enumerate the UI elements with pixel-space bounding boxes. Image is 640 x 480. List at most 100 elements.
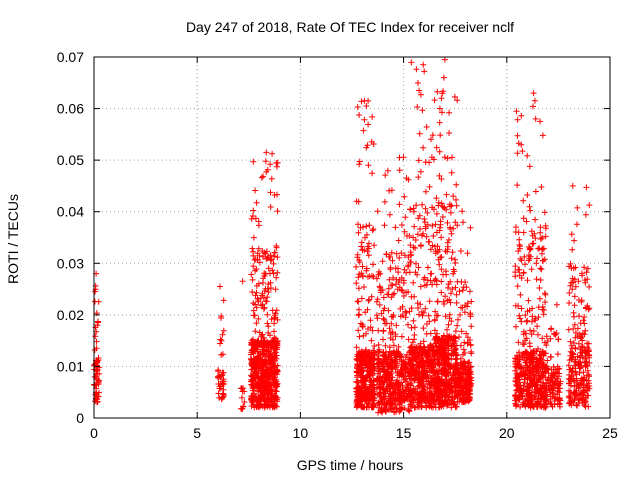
data-point (248, 271, 255, 278)
data-point (442, 248, 449, 255)
data-point (388, 313, 395, 320)
data-point (353, 378, 360, 385)
data-point (513, 387, 520, 394)
data-point (353, 263, 360, 270)
data-point (378, 377, 385, 383)
data-point (417, 168, 424, 175)
data-point (512, 229, 519, 235)
data-point (421, 216, 428, 222)
data-point (550, 385, 557, 392)
data-point (380, 328, 387, 335)
data-point (369, 227, 376, 234)
data-point (274, 368, 281, 375)
data-point (444, 335, 451, 342)
data-point (416, 391, 423, 398)
data-point (274, 269, 281, 276)
data-point (394, 348, 401, 355)
data-point (432, 308, 439, 315)
data-point (420, 309, 427, 316)
data-point (378, 407, 385, 414)
y-tick-label: 0.04 (57, 204, 84, 220)
data-point (410, 317, 417, 324)
data-point (530, 90, 537, 97)
data-point (356, 158, 363, 165)
data-point (402, 314, 409, 321)
data-point (453, 361, 460, 368)
data-point (396, 167, 403, 174)
data-point (386, 211, 393, 218)
data-point (248, 337, 255, 344)
data-point (572, 329, 579, 336)
data-point (93, 338, 100, 345)
data-point (360, 379, 366, 385)
data-point (258, 365, 265, 372)
data-point (395, 237, 402, 244)
grid (94, 57, 610, 418)
data-point (410, 279, 417, 286)
data-point (467, 341, 474, 348)
data-point (374, 208, 381, 215)
data-point (386, 325, 393, 332)
data-point (532, 393, 539, 400)
data-point (219, 331, 226, 338)
data-point (531, 317, 538, 324)
data-point (355, 298, 362, 305)
data-point (554, 391, 561, 398)
data-point (415, 157, 422, 164)
data-point (466, 288, 473, 295)
data-point (359, 390, 366, 397)
data-point (567, 282, 574, 289)
data-point (453, 299, 460, 306)
data-point (371, 388, 378, 395)
data-point (521, 379, 528, 386)
data-point (547, 396, 554, 402)
data-point (568, 368, 575, 375)
data-point (522, 372, 529, 379)
data-point (251, 358, 258, 365)
data-point (578, 344, 585, 351)
data-point (574, 333, 581, 340)
data-point (271, 253, 277, 260)
x-tick-label: 15 (396, 425, 412, 441)
data-point (365, 245, 372, 252)
data-point (259, 331, 266, 338)
data-point (92, 288, 98, 295)
data-point (530, 103, 536, 110)
data-point (400, 293, 407, 299)
data-point (446, 396, 453, 403)
data-point (446, 296, 453, 303)
data-point (256, 252, 263, 259)
data-point (379, 382, 386, 388)
data-point (523, 318, 530, 325)
data-point (250, 252, 257, 259)
data-point (422, 373, 429, 380)
data-point (369, 170, 376, 177)
data-point (514, 386, 521, 393)
data-point (367, 317, 374, 324)
data-point (421, 365, 428, 372)
data-point (413, 202, 420, 209)
data-point (455, 378, 462, 385)
data-point (370, 403, 376, 410)
data-point (518, 275, 525, 281)
data-point (568, 265, 575, 271)
data-point (452, 284, 459, 291)
data-point (580, 369, 587, 376)
data-point (369, 327, 376, 334)
data-point (376, 401, 383, 408)
data-point (430, 346, 437, 353)
data-point (362, 375, 369, 382)
data-point (361, 395, 368, 402)
data-point (551, 330, 557, 337)
data-point (387, 329, 394, 336)
data-point (355, 274, 362, 281)
data-point (577, 358, 584, 365)
data-point (461, 309, 468, 316)
data-point (412, 237, 419, 243)
data-point (254, 381, 260, 388)
data-point (375, 341, 382, 348)
data-point (430, 233, 437, 239)
data-point (408, 350, 415, 357)
data-point (389, 374, 396, 381)
data-point (406, 308, 413, 315)
